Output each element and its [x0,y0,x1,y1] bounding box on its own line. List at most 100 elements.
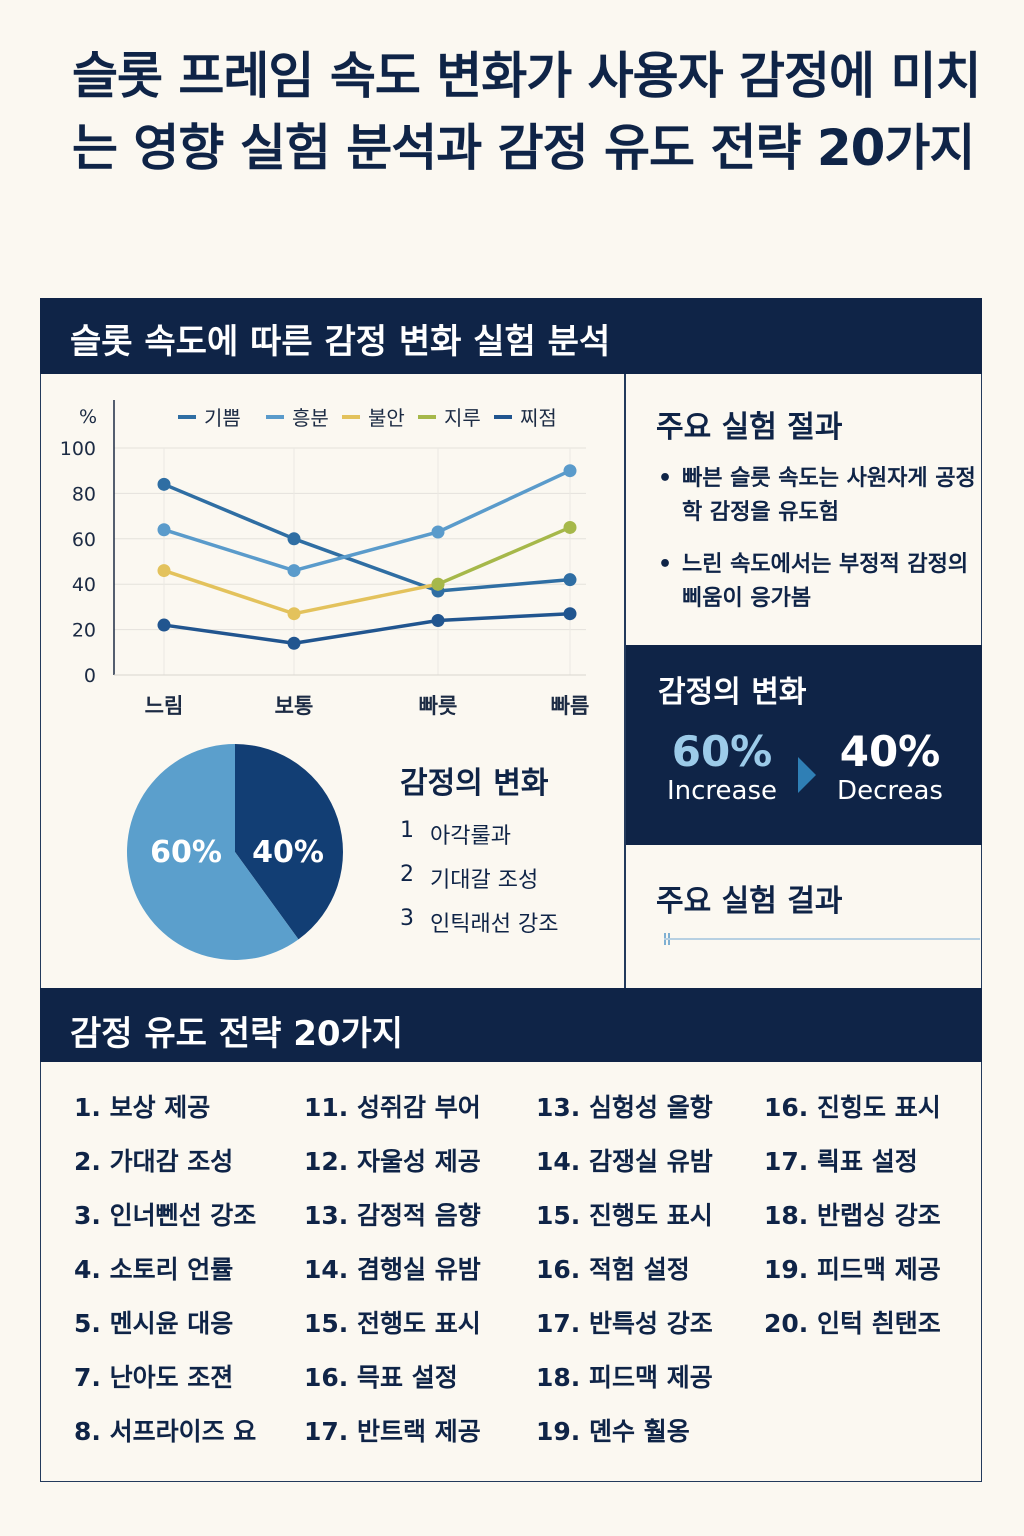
strategy-column-4: 16. 진힝도 표시 17. 릑표 설정 18. 반랩싱 강조 19. 피드맥 … [764,1088,941,1358]
strategy-column-1: 1. 보상 제공 2. 가대감 조성 3. 인너뻰선 강조 4. 소토리 언률 … [74,1088,256,1466]
series-line [437,525,571,586]
data-point [157,523,171,537]
data-point [287,636,301,650]
result-bullet: 빠븐 슬릇 속도는 사원자게 공정학 감정을 유도험 [656,462,976,530]
legend-label: 불안 [368,406,405,430]
strategy-item: 12. 자울성 제공 [304,1147,481,1176]
strategy-item: 4. 소토리 언률 [74,1255,234,1284]
data-point [563,573,577,587]
emotion-change-box: 감정의 변화 60% Increase 40% Decreas [626,645,982,845]
pie-slice-label: 40% [252,835,324,870]
line-chart: 0 20 40 60 80 100% 느림 보통 빠릇 빠름 기쁨 흥분 불안 지루 찌점 [60,400,590,718]
strategy-item: 13. 심헝성 올항 [536,1093,713,1122]
x-tick-label: 빠릇 [419,694,458,718]
result-bullet: 느린 속도에서는 부정적 감정의 삐움이 응가봄 [656,548,976,616]
arrow-right-icon [798,757,816,793]
data-point [157,477,171,491]
data-point [287,607,301,621]
strategy-item: 18. 피드맥 제공 [536,1363,713,1392]
y-tick-label: 0 [84,665,96,687]
list-item-number: 3 [400,906,414,931]
strategy-item: 8. 서프라이즈 요 [74,1417,257,1446]
y-axis-label: % [79,406,97,428]
strategy-item: 13. 감정적 음향 [304,1201,481,1230]
section-header-analysis: 슬롯 속도에 따른 감정 변화 실험 분석 [40,298,982,374]
x-tick-label: 빠름 [551,694,590,718]
decrease-label: Decreas [837,776,943,806]
data-point [431,614,445,628]
decrease-stat: 40% Decreas [830,727,950,806]
strategy-column-3: 13. 심헝성 올항 14. 감쟁실 유밤 15. 진행도 표시 16. 적험 … [536,1088,713,1466]
strategy-item: 15. 진행도 표시 [536,1201,713,1230]
strategy-item: 19. 뎬수 훨옹 [536,1417,690,1446]
chart-series [157,464,577,650]
data-point [157,564,171,578]
panel-divider [624,374,626,988]
strategy-item: 3. 인너뻰선 강조 [74,1201,257,1230]
strategy-item: 11. 성쥐감 부어 [304,1093,481,1122]
pie-slice [235,744,343,940]
pie-chart: 60% 40% [126,744,343,960]
strategy-item: 19. 피드맥 제공 [764,1255,941,1284]
pie-panel-title: 감정의 변화 [400,766,549,801]
list-item: 2 기대갈 조성 [400,862,558,906]
strategy-item: 5. 멘시윤 대응 [74,1309,234,1338]
list-item-text: 기대갈 조성 [430,868,539,893]
results-title: 주요 실험 절과 [656,410,843,445]
y-tick-label: 60 [72,529,96,551]
page-title: 슬롯 프레임 속도 변화가 사용자 감정에 미치는 영향 실험 분석과 감정 유… [72,47,981,177]
emotion-change-title: 감정의 변화 [658,675,807,710]
data-point [563,607,577,621]
strategy-item: 16. 믁표 설정 [304,1363,458,1392]
strategy-item: 17. 반트랙 제공 [304,1417,481,1446]
strategy-item: 7. 난아도 조젼 [74,1363,234,1392]
list-item-number: 1 [400,818,414,843]
results-list: 빠븐 슬릇 속도는 사원자게 공정학 감정을 유도험 느린 속도에서는 부정적 … [656,462,976,634]
strategy-item: 14. 겸행실 유밤 [304,1255,481,1284]
data-point [157,618,171,632]
y-tick-label: 100 [60,438,96,460]
strategy-item: 2. 가대감 조성 [74,1147,234,1176]
increase-value: 60% [671,727,773,776]
increase-stat: 60% Increase [662,727,782,806]
list-item: 1 아각룰과 [400,818,558,862]
data-point [563,520,577,534]
strategy-item: 16. 진힝도 표시 [764,1093,941,1122]
data-point [287,532,301,546]
x-tick-label: 느림 [145,694,184,718]
strategy-item: 16. 적험 설정 [536,1255,690,1284]
data-point [563,464,577,478]
section-header-strategies: 감정 유도 전략 20가지 [40,988,982,1062]
y-tick-label: 40 [72,574,96,596]
list-item-text: 아각룰과 [430,824,511,849]
series-line [163,611,571,645]
legend-label: 기쁨 [204,406,241,430]
data-point [431,577,445,591]
increase-label: Increase [666,776,778,806]
results-title-secondary: 주요 실험 걸과 [656,884,843,919]
list-item-number: 2 [400,862,414,887]
strategy-item: 18. 반랩싱 강조 [764,1201,941,1230]
decrease-value: 40% [839,727,941,776]
strategy-item: 20. 인턱 칀탠조 [764,1309,941,1338]
series-line [163,482,571,593]
strategy-item: 1. 보상 제공 [74,1093,211,1122]
pie-panel-list: 1 아각룰과 2 기대갈 조성 3 인틱래선 강조 [400,818,558,950]
data-point [287,564,301,578]
list-item: 3 인틱래선 강조 [400,906,558,950]
chart-legend: 기쁨 흥분 불안 지루 찌점 [178,406,557,430]
strategy-column-2: 11. 성쥐감 부어 12. 자울성 제공 13. 감정적 음향 14. 겸행실… [304,1088,481,1466]
legend-label: 찌점 [520,406,557,430]
data-point [431,525,445,539]
strategy-item: 17. 반특성 강조 [536,1309,713,1338]
pie-slice [126,744,299,960]
y-tick-label: 20 [72,620,96,642]
strategy-item: 14. 감쟁실 유밤 [536,1147,713,1176]
x-tick-label: 보통 [275,694,314,718]
divider-line [664,938,980,940]
chart-grid [114,447,586,675]
legend-label: 흥분 [292,406,329,430]
chart-axes: 0 20 40 60 80 100% 느림 보통 빠릇 빠름 [60,400,590,718]
legend-label: 지루 [444,406,481,430]
y-tick-label: 80 [72,483,96,505]
